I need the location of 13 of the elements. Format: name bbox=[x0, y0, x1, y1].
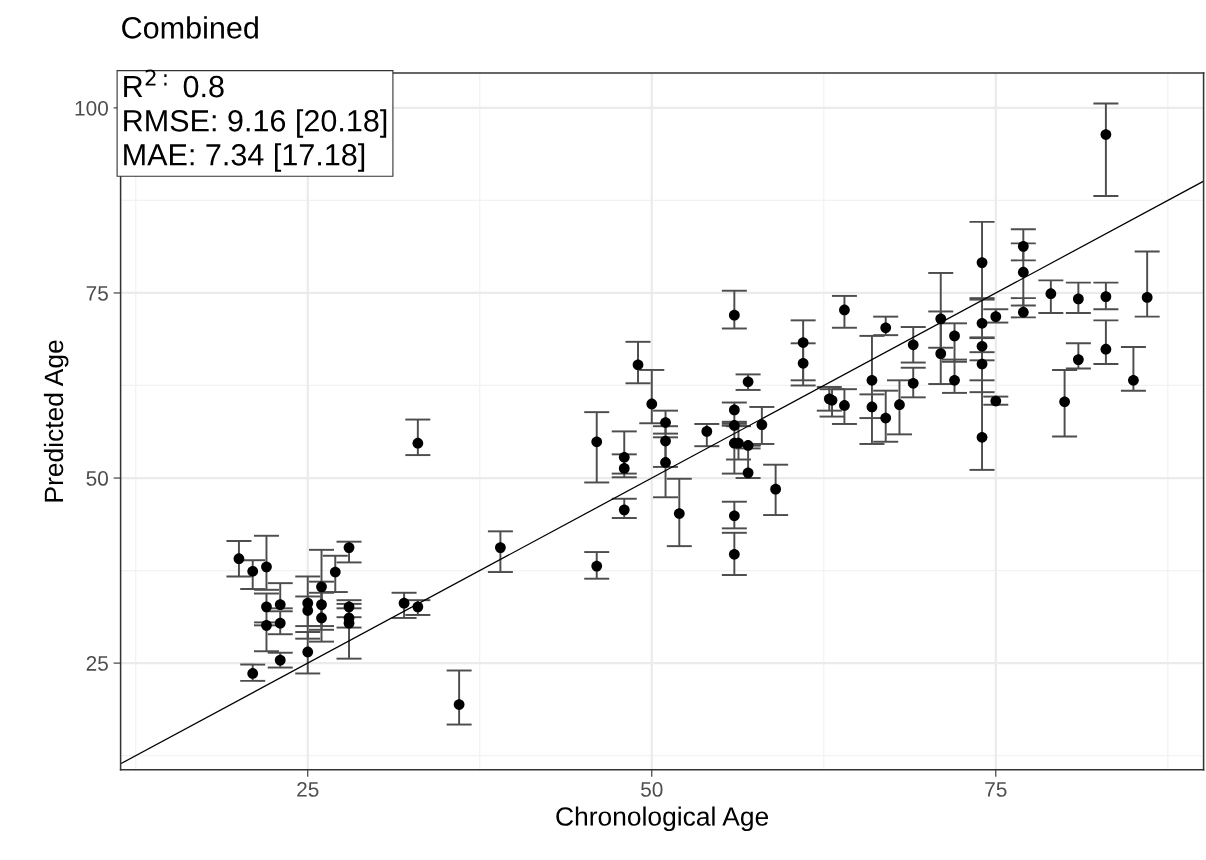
annotation: R$^{2:}$ 0.8 bbox=[124, 69, 224, 98]
y-tick-label: 25 bbox=[86, 656, 108, 671]
annotation: MAE: 7.34 [17.18] bbox=[124, 143, 365, 172]
y-tick-label: 75 bbox=[86, 286, 108, 301]
x-axis-title: Chronological Age bbox=[556, 806, 769, 832]
chart-title: Combined bbox=[122, 16, 258, 39]
annotation: RMSE: 9.16 [20.18] bbox=[124, 109, 387, 138]
x-tick-label: 25 bbox=[297, 782, 319, 797]
x-tick-label: 50 bbox=[641, 782, 663, 797]
x-tick-label: 75 bbox=[985, 782, 1007, 797]
y-tick-label: 100 bbox=[75, 100, 108, 116]
y-tick-label: 50 bbox=[86, 471, 108, 486]
y-axis-title: Predicted Age bbox=[43, 340, 69, 502]
